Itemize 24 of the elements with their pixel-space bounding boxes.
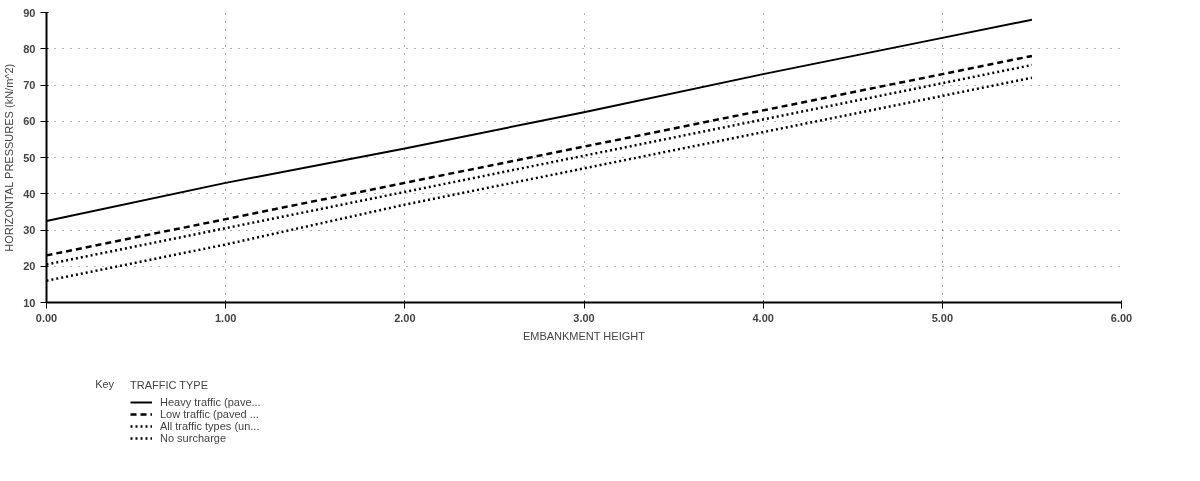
x-tick-label: 4.00: [752, 311, 774, 324]
y-tick-label: 20: [23, 260, 36, 273]
y-tick-label: 10: [23, 296, 36, 309]
text: Key: [95, 377, 115, 390]
legend-title: TRAFFIC TYPE: [130, 379, 210, 391]
y-tick-label: 90: [23, 6, 36, 19]
y-axis-title: HORIZONTAL PRESSURES (kN/m^2): [3, 63, 16, 252]
legend-label: Heavy traffic (pave...: [160, 396, 261, 408]
y-tick-label: 80: [23, 42, 36, 55]
y-tick-label: 40: [23, 187, 36, 200]
legend-label: No surcharge: [160, 432, 227, 444]
legend-label: All traffic types (un...: [160, 420, 260, 432]
x-tick-label: 3.00: [573, 311, 595, 324]
x-tick-label: 1.00: [214, 311, 237, 324]
y-tick-label: 30: [23, 224, 36, 236]
y-tick-label: 60: [23, 115, 36, 128]
x-tick-label: 2.00: [394, 311, 416, 324]
y-tick-label: 70: [23, 79, 36, 91]
x-tick-label: 0.00: [35, 311, 58, 324]
y-tick-label: 50: [23, 151, 36, 164]
x-axis-title: EMBANKMENT HEIGHT: [522, 329, 646, 342]
legend-label: Low traffic (paved ...: [160, 408, 259, 420]
x-tick-label: 5.00: [931, 311, 954, 324]
x-tick-label: 6.00: [1110, 311, 1133, 324]
